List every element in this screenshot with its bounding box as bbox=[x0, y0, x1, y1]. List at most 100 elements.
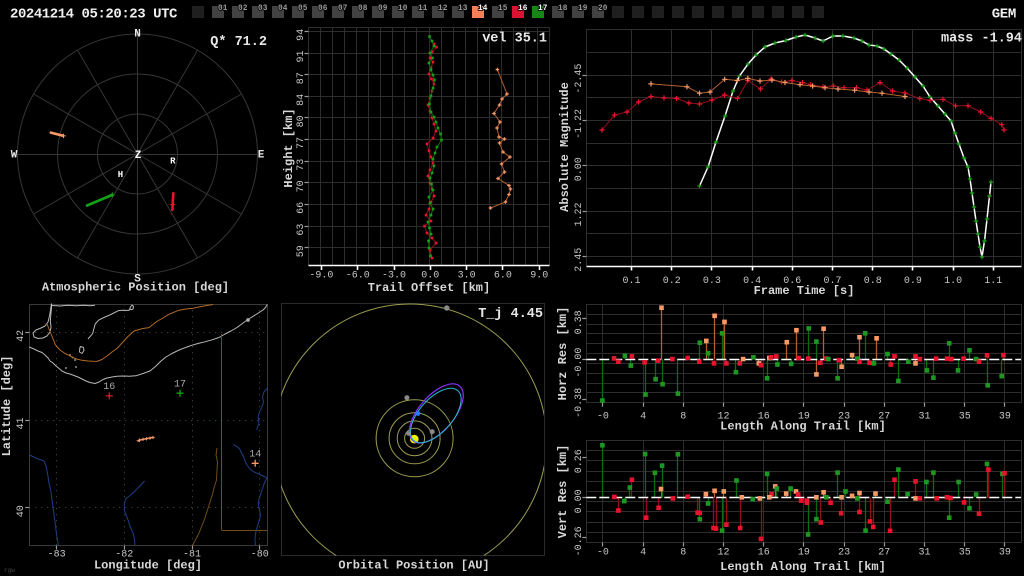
svg-text:16: 16 bbox=[103, 382, 115, 393]
svg-text:9.0: 9.0 bbox=[530, 271, 548, 282]
svg-text:17: 17 bbox=[174, 380, 186, 391]
svg-text:77: 77 bbox=[296, 137, 307, 149]
svg-text:16: 16 bbox=[758, 412, 770, 423]
svg-text:40: 40 bbox=[16, 505, 27, 517]
svg-text:19: 19 bbox=[798, 548, 810, 559]
svg-text:35: 35 bbox=[959, 412, 971, 423]
svg-text:63: 63 bbox=[296, 224, 307, 236]
svg-text:rgw: rgw bbox=[4, 567, 15, 574]
svg-text:1.22: 1.22 bbox=[574, 202, 585, 226]
svg-text:T_j 4.45: T_j 4.45 bbox=[478, 307, 543, 322]
svg-text:W: W bbox=[11, 150, 18, 162]
svg-text:Z: Z bbox=[135, 150, 142, 162]
svg-text:15: 15 bbox=[498, 5, 508, 13]
svg-text:GEM: GEM bbox=[992, 7, 1016, 23]
svg-text:Latitude [deg]: Latitude [deg] bbox=[0, 356, 14, 457]
svg-text:-1.22: -1.22 bbox=[574, 109, 585, 139]
svg-text:S: S bbox=[134, 274, 141, 286]
svg-text:0.0: 0.0 bbox=[421, 271, 439, 282]
svg-text:13: 13 bbox=[458, 5, 468, 13]
svg-text:0.4: 0.4 bbox=[743, 276, 761, 287]
svg-text:0.8: 0.8 bbox=[864, 276, 882, 287]
svg-text:0.00: 0.00 bbox=[574, 489, 585, 513]
svg-text:05: 05 bbox=[298, 5, 308, 13]
svg-text:01: 01 bbox=[218, 5, 228, 13]
svg-text:Trail Offset [km]: Trail Offset [km] bbox=[368, 281, 490, 295]
svg-text:Length Along Trail [km]: Length Along Trail [km] bbox=[720, 420, 886, 434]
svg-text:12: 12 bbox=[438, 5, 448, 13]
svg-text:02: 02 bbox=[238, 5, 248, 13]
svg-text:27: 27 bbox=[878, 412, 890, 423]
svg-text:-82: -82 bbox=[115, 550, 133, 561]
svg-text:31: 31 bbox=[918, 548, 930, 559]
svg-text:N: N bbox=[134, 29, 141, 41]
svg-text:66: 66 bbox=[296, 202, 307, 214]
svg-text:-0.38: -0.38 bbox=[574, 388, 585, 418]
svg-text:3.0: 3.0 bbox=[458, 271, 476, 282]
svg-text:42: 42 bbox=[16, 330, 27, 342]
svg-text:39: 39 bbox=[999, 548, 1011, 559]
svg-text:08: 08 bbox=[358, 5, 368, 13]
svg-text:19: 19 bbox=[798, 412, 810, 423]
svg-text:0.1: 0.1 bbox=[622, 276, 640, 287]
svg-text:17: 17 bbox=[538, 5, 548, 13]
svg-text:2.45: 2.45 bbox=[574, 248, 585, 272]
svg-text:12: 12 bbox=[717, 412, 729, 423]
svg-text:06: 06 bbox=[318, 5, 328, 13]
svg-text:23: 23 bbox=[838, 412, 850, 423]
svg-text:4: 4 bbox=[640, 548, 646, 559]
svg-text:6.0: 6.0 bbox=[494, 271, 512, 282]
svg-text:0.38: 0.38 bbox=[574, 310, 585, 334]
svg-text:0.9: 0.9 bbox=[904, 276, 922, 287]
svg-text:0.7: 0.7 bbox=[823, 276, 841, 287]
svg-text:-2.45: -2.45 bbox=[574, 64, 585, 94]
svg-text:1.1: 1.1 bbox=[984, 276, 1002, 287]
svg-text:27: 27 bbox=[878, 548, 890, 559]
svg-text:18: 18 bbox=[558, 5, 568, 13]
svg-text:-0.26: -0.26 bbox=[574, 526, 585, 556]
svg-text:14: 14 bbox=[249, 450, 261, 461]
svg-text:Atmospheric Position [deg]: Atmospheric Position [deg] bbox=[42, 281, 229, 295]
svg-text:-80: -80 bbox=[251, 550, 269, 561]
svg-text:8: 8 bbox=[680, 412, 686, 423]
svg-text:09: 09 bbox=[378, 5, 388, 13]
svg-text:35: 35 bbox=[959, 548, 971, 559]
svg-text:mass -1.94: mass -1.94 bbox=[941, 32, 1022, 47]
svg-text:87: 87 bbox=[296, 72, 307, 84]
svg-text:Vert Res [km]: Vert Res [km] bbox=[556, 445, 570, 539]
svg-text:R: R bbox=[170, 157, 176, 167]
svg-text:20241214 05:20:23 UTC: 20241214 05:20:23 UTC bbox=[10, 7, 178, 23]
svg-text:16: 16 bbox=[518, 5, 528, 13]
svg-text:73: 73 bbox=[296, 159, 307, 171]
svg-text:04: 04 bbox=[278, 5, 288, 13]
svg-text:-83: -83 bbox=[48, 550, 66, 561]
svg-text:94: 94 bbox=[296, 29, 307, 41]
svg-text:31: 31 bbox=[918, 412, 930, 423]
svg-text:-0: -0 bbox=[597, 548, 609, 559]
svg-text:0.00: 0.00 bbox=[574, 157, 585, 181]
svg-text:1.0: 1.0 bbox=[944, 276, 962, 287]
svg-text:Height [km]: Height [km] bbox=[282, 108, 296, 187]
svg-text:16: 16 bbox=[758, 548, 770, 559]
svg-text:-9.0: -9.0 bbox=[309, 271, 333, 282]
svg-text:14: 14 bbox=[478, 5, 488, 13]
svg-text:0.3: 0.3 bbox=[703, 276, 721, 287]
svg-text:12: 12 bbox=[717, 548, 729, 559]
svg-text:Q* 71.2: Q* 71.2 bbox=[210, 35, 267, 50]
svg-text:20: 20 bbox=[598, 5, 608, 13]
svg-text:-3.0: -3.0 bbox=[382, 271, 406, 282]
svg-text:80: 80 bbox=[296, 115, 307, 127]
svg-text:10: 10 bbox=[398, 5, 408, 13]
svg-text:-81: -81 bbox=[183, 550, 201, 561]
svg-text:07: 07 bbox=[338, 5, 348, 13]
svg-text:0.26: 0.26 bbox=[574, 449, 585, 473]
svg-text:41: 41 bbox=[16, 417, 27, 429]
svg-text:0.6: 0.6 bbox=[783, 276, 801, 287]
svg-text:vel 35.1: vel 35.1 bbox=[482, 32, 547, 47]
svg-text:03: 03 bbox=[258, 5, 268, 13]
svg-text:Horz Res [km]: Horz Res [km] bbox=[556, 307, 570, 401]
svg-text:E: E bbox=[258, 150, 265, 162]
svg-text:19: 19 bbox=[578, 5, 588, 13]
svg-text:Longitude [deg]: Longitude [deg] bbox=[94, 559, 202, 573]
svg-text:Absolute Magnitude: Absolute Magnitude bbox=[558, 82, 572, 212]
